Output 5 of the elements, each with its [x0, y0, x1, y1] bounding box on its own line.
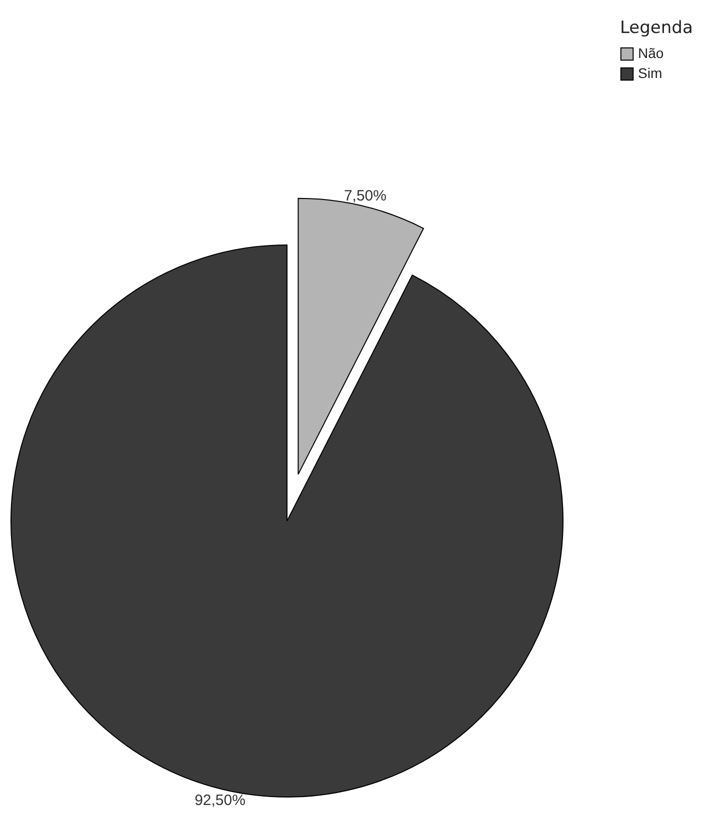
legend-title: Legenda — [620, 18, 693, 38]
legend-label: Não — [638, 45, 664, 61]
data-label: 7,50% — [344, 187, 386, 204]
legend-label: Sim — [638, 65, 662, 81]
data-label: 92,50% — [194, 792, 246, 810]
